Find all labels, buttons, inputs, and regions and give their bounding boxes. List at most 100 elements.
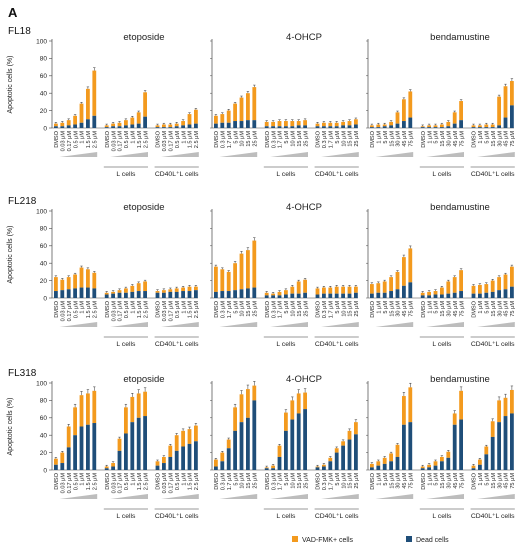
bar-vad-fmk	[226, 271, 231, 292]
bar-dead	[446, 293, 451, 298]
bar-dead	[452, 424, 457, 470]
dose-label: DMSO	[54, 130, 60, 147]
dose-label: 2.5 μM	[143, 473, 149, 491]
bar-vad-fmk	[478, 284, 482, 294]
bar-dead	[315, 294, 320, 298]
bar-vad-fmk	[408, 387, 413, 423]
bar-vad-fmk	[341, 441, 345, 446]
bar-vad-fmk	[382, 457, 387, 464]
dose-label: 0.3 μM	[221, 301, 227, 319]
dose-label: 0.3 μM	[221, 473, 227, 491]
bar-dead	[194, 123, 198, 128]
bar-vad-fmk	[284, 121, 288, 127]
dose-label: 0.17 μM	[118, 473, 124, 494]
dose-label: 1 μM	[181, 301, 187, 314]
bar-vad-fmk	[194, 425, 198, 442]
y-tick-label: 80	[40, 226, 48, 233]
bar-vad-fmk	[239, 97, 244, 122]
chart-row: FL18 Apoptotic cells (%) etoposide 0 20 40 60 8…	[7, 26, 516, 178]
bar-vad-fmk	[484, 284, 489, 293]
bar-dead	[376, 127, 381, 128]
dose-label: 1 μM	[80, 301, 86, 314]
dose-wedge	[110, 494, 148, 499]
bar-dead	[117, 126, 122, 128]
bar-vad-fmk	[395, 271, 400, 290]
dose-label: DMSO	[421, 472, 427, 489]
dose-label: DMSO	[156, 472, 162, 489]
dose-label: 2.5 μM	[93, 131, 99, 149]
dose-label: 0.5 μM	[124, 131, 130, 149]
bar-dead	[54, 464, 58, 470]
bar-dead	[478, 464, 482, 470]
bar-dead	[433, 294, 438, 298]
dose-label: 1.7 μM	[227, 131, 233, 149]
bar-vad-fmk	[402, 257, 406, 286]
bar-vad-fmk	[395, 112, 400, 124]
bar-vad-fmk	[220, 452, 225, 462]
bar-dead	[315, 467, 320, 470]
bar-dead	[376, 292, 381, 298]
dose-wedge	[219, 494, 258, 499]
bar-dead	[402, 285, 406, 298]
dose-label: DMSO	[156, 130, 162, 147]
bar-vad-fmk	[233, 407, 237, 431]
bar-vad-fmk	[277, 445, 282, 457]
group-label: CD40L⁺L cells	[155, 341, 199, 348]
bar-dead	[162, 292, 166, 298]
bar-vad-fmk	[341, 121, 345, 126]
bar-dead	[239, 422, 244, 470]
group-label: L cells	[432, 513, 452, 520]
bar-dead	[296, 413, 301, 470]
bar-dead	[79, 122, 84, 128]
bar-dead	[328, 293, 333, 298]
dose-label: 0.03 μM	[111, 473, 117, 494]
bar-vad-fmk	[117, 290, 122, 293]
dose-label: 5 μM	[233, 131, 239, 144]
dose-label: 1 μM	[478, 301, 484, 314]
dose-label: DMSO	[265, 130, 271, 147]
bar-dead	[130, 422, 135, 470]
bar-dead	[168, 127, 173, 128]
bar-dead	[187, 124, 192, 128]
dose-label: 0.3 μM	[322, 473, 328, 491]
bar-vad-fmk	[347, 286, 352, 294]
bar-vad-fmk	[214, 115, 218, 124]
bar-dead	[334, 126, 339, 128]
bar-vad-fmk	[497, 96, 501, 126]
bar-vad-fmk	[459, 101, 463, 121]
bar-dead	[271, 468, 275, 470]
dose-label: 15 μM	[491, 473, 497, 489]
bar-vad-fmk	[130, 285, 135, 292]
dose-label: 15 μM	[297, 301, 303, 317]
dose-label: 45 μM	[402, 131, 408, 147]
dose-label: 30 μM	[447, 301, 453, 317]
bar-vad-fmk	[427, 125, 431, 128]
dose-label: DMSO	[214, 472, 220, 489]
dose-label: 10 μM	[341, 131, 347, 147]
bar-vad-fmk	[354, 286, 358, 293]
bar-dead	[124, 125, 128, 128]
bar-vad-fmk	[60, 452, 65, 464]
dose-label: 0.3 μM	[322, 301, 328, 319]
bar-vad-fmk	[370, 284, 374, 294]
chart-row: FL218 Apoptotic cells (%) etoposide 0 20 40 60…	[7, 196, 516, 348]
bar-vad-fmk	[503, 274, 508, 290]
dose-label: 75 μM	[409, 131, 415, 147]
drug-title: 4-OHCP	[286, 32, 322, 43]
dose-label: 10 μM	[341, 301, 347, 317]
dose-label: DMSO	[472, 300, 478, 317]
dose-label: 10 μM	[291, 301, 297, 317]
dose-label: 30 μM	[396, 131, 402, 147]
dose-label: DMSO	[214, 300, 220, 317]
bar-dead	[490, 436, 495, 470]
dose-label: 0.3 μM	[221, 131, 227, 149]
bar-vad-fmk	[440, 124, 444, 128]
bar-dead	[277, 456, 282, 470]
dose-label: 75 μM	[459, 301, 465, 317]
bar-dead	[187, 443, 192, 470]
bar-vad-fmk	[277, 121, 282, 127]
dose-label: DMSO	[54, 472, 60, 489]
bar-dead	[303, 409, 307, 470]
